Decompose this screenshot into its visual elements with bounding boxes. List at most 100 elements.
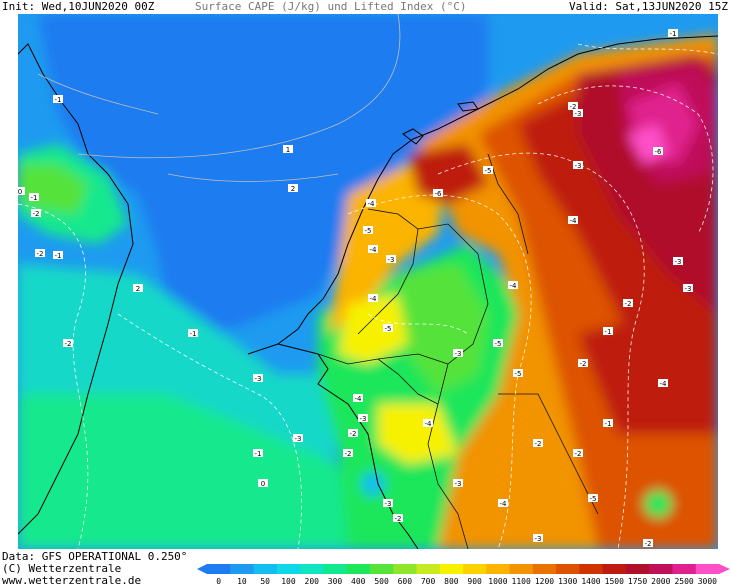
lifted-index-label-box xyxy=(533,439,543,447)
lifted-index-label: -4 xyxy=(366,199,376,208)
lifted-index-label-text: -5 xyxy=(515,370,522,378)
lifted-index-label-box xyxy=(348,429,358,437)
lifted-index-label-text: -4 xyxy=(425,420,433,428)
lifted-index-label-box xyxy=(253,449,263,457)
colorbar-tick-label: 2000 xyxy=(651,577,670,586)
lifted-index-label-box xyxy=(363,226,373,234)
lifted-index-label-text: -4 xyxy=(370,246,378,254)
lifted-index-label: -2 xyxy=(393,514,403,523)
lifted-index-label-text: -6 xyxy=(435,190,443,198)
lifted-index-label: -3 xyxy=(533,534,543,543)
colorbar-tick-label: 1500 xyxy=(605,577,624,586)
lifted-index-label-box xyxy=(393,514,403,522)
lifted-index-label: -1 xyxy=(603,327,613,336)
colorbar-svg: 0 10 50 100 200 300 400 500 600 700 800 900 1000 1100… xyxy=(197,564,730,586)
lifted-index-label-text: -2 xyxy=(350,430,357,438)
lifted-index-label-box xyxy=(533,534,543,542)
lifted-index-label-box xyxy=(603,327,613,335)
lifted-index-label-text: -2 xyxy=(570,103,577,111)
lifted-index-label-text: -5 xyxy=(590,495,597,503)
lifted-index-label-box xyxy=(513,369,523,377)
lifted-index-label-box xyxy=(673,257,683,265)
colorbar-swatch xyxy=(207,564,231,574)
colorbar-tick-label: 0 xyxy=(216,577,221,586)
colorbar-tick-label: 1300 xyxy=(558,577,577,586)
cape-field xyxy=(18,14,718,549)
lifted-index-label-text: -5 xyxy=(495,340,502,348)
lifted-index-label-box xyxy=(386,255,396,263)
lifted-index-label: -4 xyxy=(508,281,518,290)
lifted-index-label-box xyxy=(573,161,583,169)
lifted-index-label: -3 xyxy=(573,109,583,118)
lifted-index-label: -3 xyxy=(253,374,263,383)
lifted-index-label-box xyxy=(53,251,63,259)
lifted-index-label-box xyxy=(483,166,493,174)
lifted-index-label: 2 xyxy=(288,184,298,193)
lifted-index-label: -5 xyxy=(588,494,598,503)
lifted-index-label-text: -4 xyxy=(370,295,378,303)
lifted-index-label-box xyxy=(383,324,393,332)
lifted-index-label: -4 xyxy=(498,499,508,508)
colorbar-tick-label: 800 xyxy=(444,577,459,586)
lifted-index-label: -2 xyxy=(623,299,633,308)
colorbar-tick-label: 500 xyxy=(374,577,389,586)
lifted-index-label-text: -2 xyxy=(395,515,402,523)
lifted-index-label: -2 xyxy=(573,449,583,458)
lifted-index-label-box xyxy=(643,539,653,547)
colorbar-swatch xyxy=(486,564,511,574)
colorbar-tick-label: 300 xyxy=(328,577,343,586)
lifted-index-label-box xyxy=(63,339,73,347)
lifted-index-label: -2 xyxy=(533,439,543,448)
lifted-index-label: -3 xyxy=(453,479,463,488)
lifted-index-label: -1 xyxy=(253,449,263,458)
lifted-index-label: -5 xyxy=(363,226,373,235)
lifted-index-label: -2 xyxy=(35,249,45,258)
lifted-index-label-layer: -1 -2 -2 -1 0 -1 1 2 2 -2 -1 -3 -4 -5 -4 -3 -4 -5 -6 -5 -4 -3… xyxy=(18,29,693,548)
lifted-index-label-text: -2 xyxy=(625,300,632,308)
lifted-index-label-box xyxy=(668,29,678,37)
data-source-label: Data: GFS OPERATIONAL 0.250° xyxy=(2,550,188,563)
lifted-index-label: -3 xyxy=(386,255,396,264)
lifted-index-label-box xyxy=(423,419,433,427)
lifted-index-label-box xyxy=(18,187,25,195)
colorbar-swatch xyxy=(556,564,580,574)
colorbar-tick-label: 3000 xyxy=(698,577,717,586)
lifted-index-label: -1 xyxy=(603,419,613,428)
lifted-index-label-box xyxy=(498,499,508,507)
lifted-index-label-text: -4 xyxy=(355,395,363,403)
colorbar-swatch xyxy=(416,564,441,574)
lifted-index-label: -5 xyxy=(493,339,503,348)
init-time-label: Init: Wed,10JUN2020 00Z xyxy=(2,0,155,13)
lifted-index-label-text: -5 xyxy=(365,227,372,235)
lifted-index-label: -2 xyxy=(63,339,73,348)
lifted-index-label: -3 xyxy=(453,349,463,358)
lifted-index-label-text: -3 xyxy=(388,256,395,264)
colorbar-tick-label: 600 xyxy=(398,577,413,586)
lifted-index-label: -1 xyxy=(29,193,39,202)
lifted-index-label-text: -6 xyxy=(655,148,663,156)
lifted-index-label-text: -5 xyxy=(485,167,492,175)
lifted-index-label-text: -2 xyxy=(580,360,587,368)
lifted-index-label-text: 1 xyxy=(286,146,290,154)
lifted-index-label-text: -2 xyxy=(37,250,44,258)
lifted-index-label-text: -4 xyxy=(510,282,518,290)
lifted-index-label-text: -1 xyxy=(605,420,612,428)
lifted-index-label-text: -3 xyxy=(455,480,462,488)
lifted-index-label: -4 xyxy=(353,394,363,403)
colorbar-tick-label: 700 xyxy=(421,577,436,586)
lifted-index-label: -1 xyxy=(188,329,198,338)
lifted-index-label-text: 2 xyxy=(136,285,140,293)
lifted-index-label: -4 xyxy=(368,294,378,303)
lifted-index-label-text: -3 xyxy=(675,258,682,266)
lifted-index-label: -3 xyxy=(573,161,583,170)
lifted-index-label: -1 xyxy=(668,29,678,38)
colorbar-tick-label: 200 xyxy=(305,577,320,586)
lifted-index-label-box xyxy=(508,281,518,289)
lifted-index-label-box xyxy=(343,449,353,457)
colorbar-tick-label: 10 xyxy=(237,577,247,586)
lifted-index-label-text: -2 xyxy=(65,340,72,348)
lifted-index-label-text: -3 xyxy=(575,110,582,118)
lifted-index-label: -2 xyxy=(568,102,578,111)
lifted-index-label: -3 xyxy=(383,499,393,508)
map-title: Surface CAPE (J/kg) und Lifted Index (°C… xyxy=(195,0,467,13)
